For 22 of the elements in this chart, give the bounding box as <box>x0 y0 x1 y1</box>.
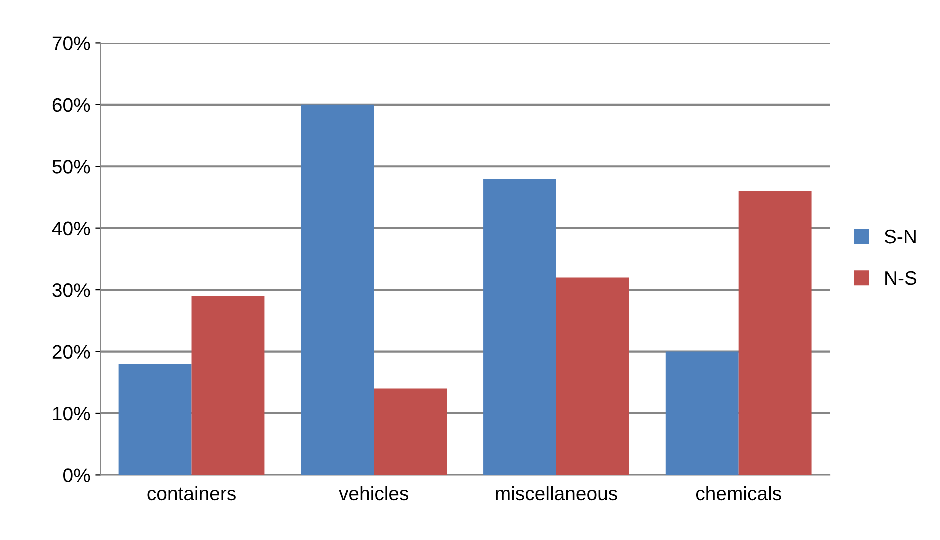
x-tick-label: containers <box>148 486 236 501</box>
legend-label: N-S <box>886 271 917 286</box>
bar <box>301 104 374 476</box>
y-tick-label: 40% <box>52 222 90 236</box>
bar <box>484 178 556 476</box>
y-tick-label: 10% <box>53 406 90 421</box>
legend-label: S-N <box>884 230 916 244</box>
y-tick-label: 0% <box>64 468 90 482</box>
x-tick-label: miscellaneous <box>496 486 618 501</box>
bar <box>374 388 448 476</box>
x-tick-label: chemicals <box>696 486 782 501</box>
bar <box>118 364 192 476</box>
y-tick-label: 70% <box>52 36 90 50</box>
y-tick-label: 30% <box>52 284 90 298</box>
y-tick-label: 50% <box>52 160 90 174</box>
bar <box>738 191 812 476</box>
bar <box>556 278 630 476</box>
bar <box>192 296 265 476</box>
bar <box>666 352 739 476</box>
y-tick-label: 20% <box>52 345 90 360</box>
x-tick-label: vehicles <box>339 486 409 501</box>
y-tick-label: 60% <box>52 98 90 112</box>
